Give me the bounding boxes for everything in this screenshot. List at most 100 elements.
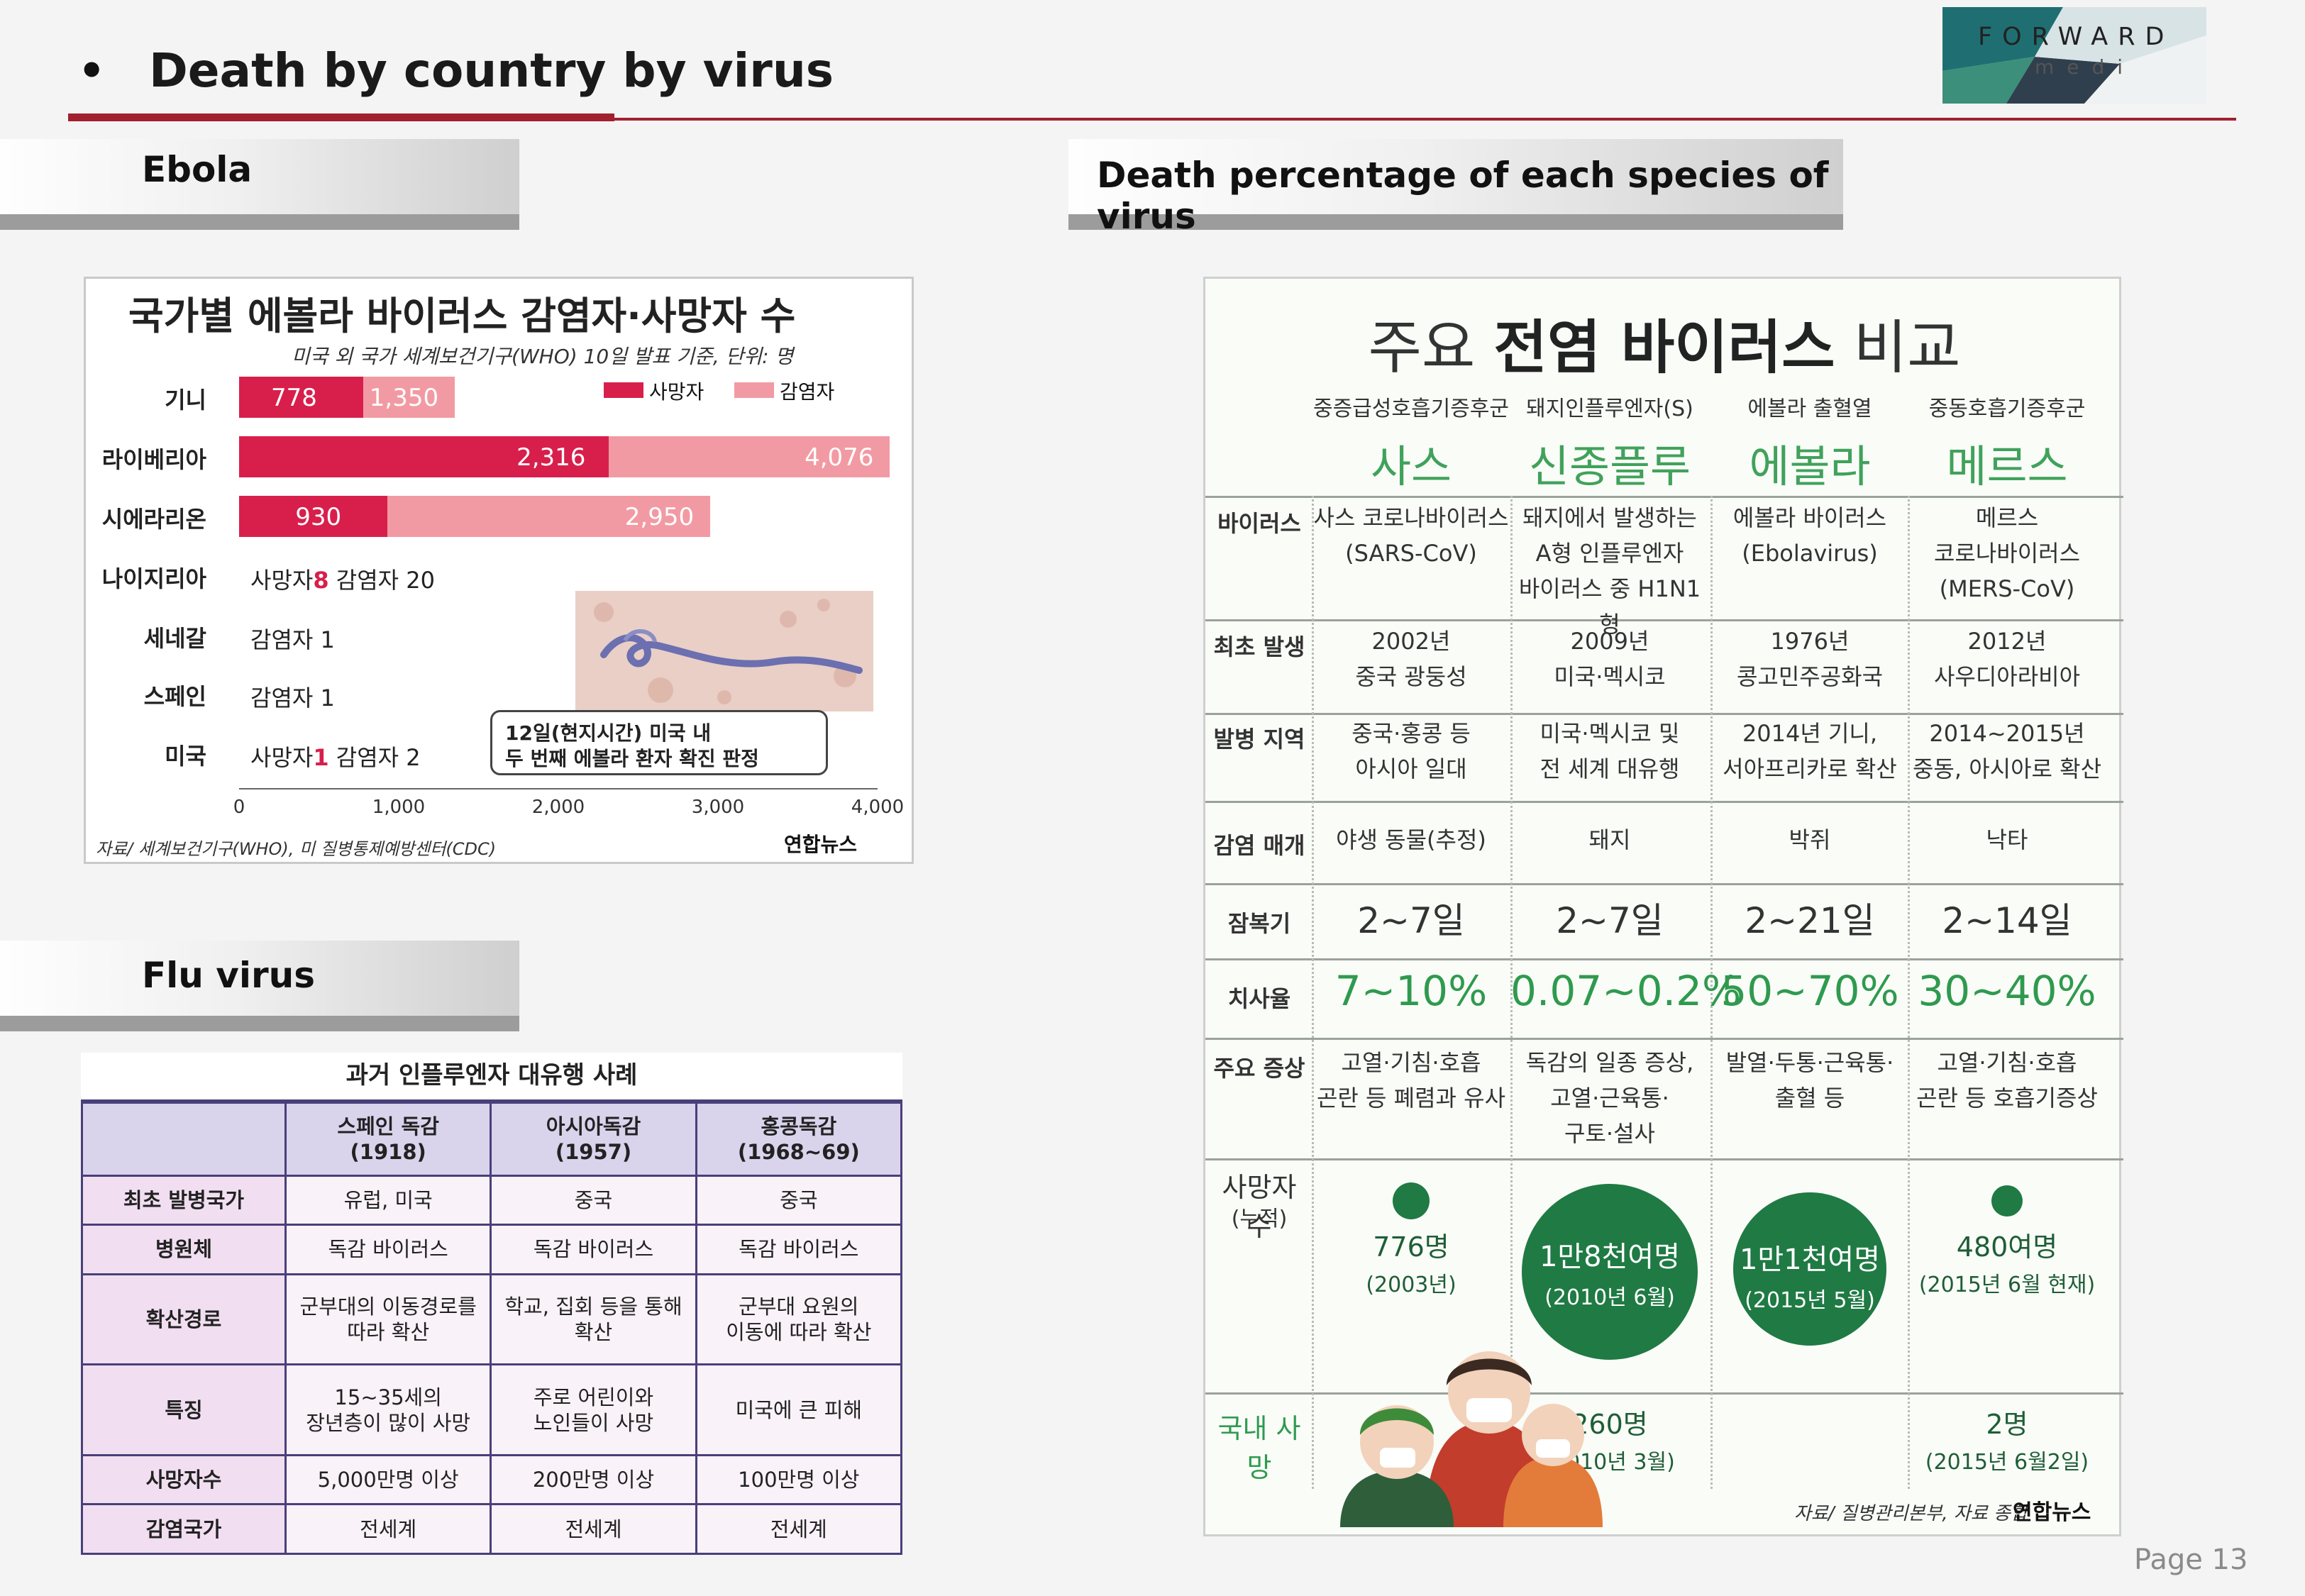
bar-deaths: [239, 496, 388, 537]
cell-line: (SARS-CoV): [1345, 540, 1477, 567]
bar-row: 나이지리아 사망자8 감염자 20: [86, 555, 916, 598]
callout-line: 12일(현지시간) 미국 내: [505, 721, 712, 745]
comparison-cell: 돼지에서 발생하는 A형 인플루엔자 바이러스 중 H1N1형: [1510, 500, 1709, 642]
cell-line: 중국 광둥성: [1355, 663, 1467, 690]
row-label-note: (누적): [1231, 1207, 1288, 1231]
cell-line: 콩고민주공화국: [1736, 663, 1884, 690]
fatality-rate: 7~10%: [1334, 967, 1488, 1015]
legend-label-deaths: 사망자: [649, 380, 704, 404]
virus-short-name: 사스: [1370, 440, 1452, 492]
death-count-text: 1만1천여명 (2015년 5월): [1710, 1241, 1909, 1320]
table-cell: 군부대의 이동경로를 따라 확산: [284, 1273, 492, 1366]
cell-line: 서아프리카로 확산: [1723, 755, 1897, 782]
deaths-value-label: 2,316: [516, 443, 586, 472]
cell-line: 주로 어린이와: [533, 1385, 654, 1409]
cell-line: 군부대의 이동경로를: [299, 1294, 477, 1319]
table-cell: 독감 바이러스: [490, 1224, 697, 1275]
category-label: 기니: [165, 387, 206, 414]
row-divider: [1205, 883, 2123, 885]
table-title: 과거 인플루엔자 대유행 사례: [346, 1061, 638, 1090]
table-cell: 200만명 이상: [490, 1453, 697, 1506]
category-label: 스페인: [143, 683, 206, 710]
row-header: 병원체: [81, 1224, 287, 1275]
chart-source: 자료/ 세계보건기구(WHO), 미 질병통제예방센터(CDC): [96, 839, 497, 859]
ebola-virus-photo: [575, 591, 873, 711]
cell-line: 독감의 일종 증상,: [1525, 1049, 1694, 1076]
infected-value-label: 1,350: [369, 384, 439, 412]
virus-full-name: 중증급성호흡기증후군: [1313, 397, 1509, 421]
infographic-source: 자료/ 질병관리본부, 자료 종합: [1794, 1503, 2028, 1524]
death-count: 1만1천여명: [1739, 1243, 1881, 1276]
cell-line: (Ebolavirus): [1742, 540, 1878, 567]
title-part: 주요: [1368, 314, 1494, 382]
table-cell: 전세계: [284, 1503, 492, 1555]
cell-line: (MERS-CoV): [1939, 575, 2075, 602]
small-count-label: 감염자 1: [250, 680, 335, 713]
death-count-date: (2010년 6월): [1544, 1285, 1675, 1310]
cell-line: 고열·근육통·: [1550, 1085, 1669, 1112]
bar-deaths: [239, 436, 609, 477]
cell-line: 2012년: [1967, 628, 2047, 655]
x-tick-label: 0: [233, 797, 245, 818]
death-count-date: (2003년): [1366, 1273, 1456, 1297]
small-count-label: 사망자8 감염자 20: [250, 563, 435, 595]
infected-text: 감염자 2: [336, 744, 421, 771]
cell-line: 1976년: [1770, 628, 1850, 655]
bar-deaths: [239, 377, 364, 418]
bar-row: 라이베리아 2,316 4,076: [86, 436, 916, 479]
row-label: 치사율: [1227, 985, 1291, 1012]
title-part-bold: 전염 바이러스: [1493, 314, 1835, 382]
cell-line: 사스 코로나바이러스: [1313, 504, 1509, 531]
masked-people-illustration: [1340, 1351, 1603, 1527]
column-year: (1957): [555, 1139, 632, 1164]
infected-value-label: 2,950: [624, 503, 695, 531]
table-row: 사망자수 5,000만명 이상 200만명 이상 100만명 이상: [81, 1453, 903, 1506]
cell-line: 중국·홍콩 등: [1352, 720, 1471, 747]
column-header: 스페인 독감 (1918): [284, 1099, 492, 1177]
table-cell: 전세계: [490, 1503, 697, 1555]
category-label: 라이베리아: [101, 446, 206, 473]
infographic-brand: 연합뉴스: [2013, 1500, 2091, 1525]
cell-line: 곤란 등 호흡기증상: [1916, 1085, 2098, 1112]
comparison-cell: 사스 코로나바이러스 (SARS-CoV): [1312, 500, 1510, 571]
virus-full-name: 돼지인플루엔자(S): [1526, 397, 1693, 421]
table-row: 감염국가 전세계 전세계 전세계: [81, 1503, 903, 1555]
death-count-text: 480여명 (2015년 6월 현재): [1908, 1229, 2106, 1303]
death-count-text: 1만8천여명 (2010년 6월): [1510, 1238, 1709, 1317]
cell-line: 고열·기침·호흡: [1937, 1049, 2077, 1076]
domestic-death-text: 2명 (2015년 6월2일): [1908, 1407, 2106, 1480]
title-bullet: •: [78, 46, 106, 96]
comparison-cell: 낙타: [1986, 826, 2028, 853]
deaths-value-label: 778: [271, 384, 317, 412]
row-divider: [1205, 1038, 2123, 1040]
section-tab-flu: Flu virus: [0, 941, 519, 1031]
section-tab-ebola: Ebola: [0, 139, 519, 230]
comparison-cell: 독감의 일종 증상, 고열·근육통· 구토·설사: [1510, 1045, 1709, 1151]
death-count-circle: [1733, 1192, 1886, 1346]
death-count-date: (2015년 6월 현재): [1918, 1273, 2096, 1297]
row-header: 사망자수: [81, 1453, 287, 1506]
table-cell: 학교, 집회 등을 통해 확산: [490, 1273, 697, 1366]
title-part: 비교: [1835, 314, 1961, 382]
domestic-death-count: 260명: [1571, 1409, 1648, 1440]
infected-text: 감염자 20: [336, 567, 435, 594]
table-cell: 군부대 요원의 이동에 따라 확산: [695, 1273, 903, 1366]
incubation-cell: 2~14일: [1942, 900, 2072, 941]
table-cell: 15~35세의 장년층이 많이 사망: [284, 1363, 492, 1456]
cell-line: 메르스: [1975, 504, 2039, 531]
section-tab-label: Ebola: [142, 149, 253, 190]
comparison-cell: 2002년 중국 광둥성: [1312, 624, 1510, 694]
deaths-value: 1: [313, 744, 329, 771]
virus-short-name: 신종플루: [1528, 440, 1691, 492]
comparison-cell: 2014년 기니, 서아프리카로 확산: [1710, 716, 1909, 787]
incubation-cell: 2~7일: [1556, 900, 1664, 941]
domestic-death-date: (2015년 6월2일): [1925, 1450, 2089, 1475]
logo-word-forward: FORWARD: [1978, 23, 2174, 51]
domestic-death-count: 2명: [1986, 1409, 2028, 1440]
cell-line: 사우디아라비아: [1933, 663, 2081, 690]
table-cell: 중국: [695, 1174, 903, 1226]
virus-full-name: 중동호흡기증후군: [1928, 397, 2086, 421]
comparison-cell: 고열·기침·호흡 곤란 등 폐렴과 유사: [1312, 1045, 1510, 1116]
death-count: 776명: [1373, 1231, 1449, 1263]
chart-brand: 연합뉴스: [784, 833, 858, 856]
